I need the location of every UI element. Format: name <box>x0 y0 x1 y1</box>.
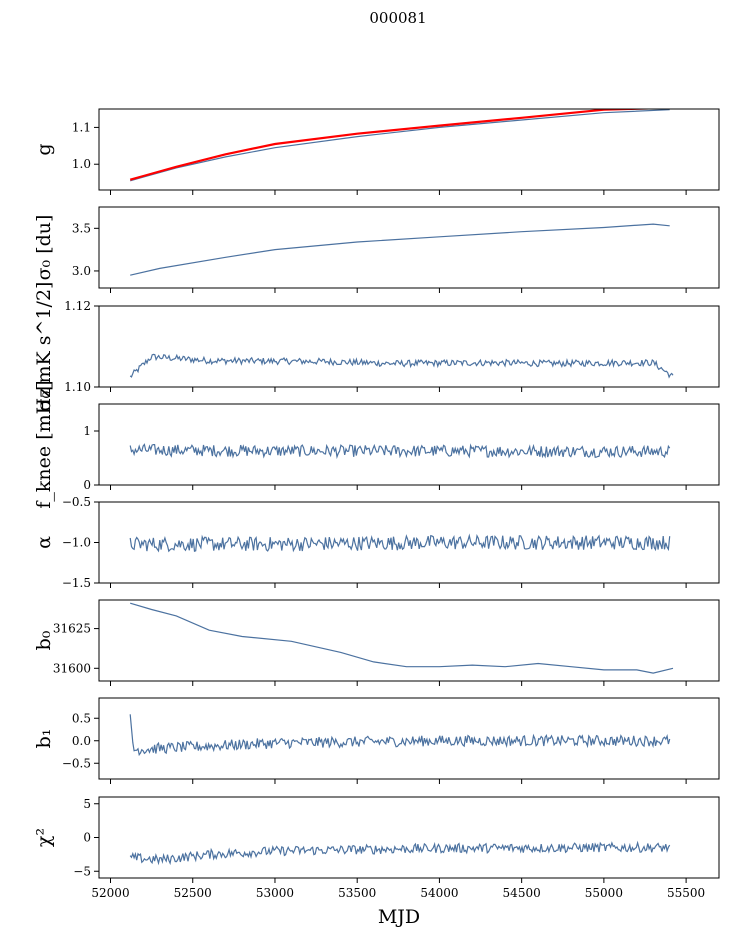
axes-frame <box>98 206 720 289</box>
y-tick-label: 3.5 <box>72 221 91 235</box>
x-tick-label: 53000 <box>256 886 294 900</box>
series-line-2 <box>129 109 654 181</box>
y-tick-label: 31600 <box>53 661 91 675</box>
x-tick-label: 54500 <box>503 886 541 900</box>
axes-frame <box>98 697 720 780</box>
panel-7: −0.5 0.0 0.5 b₁ <box>33 697 720 784</box>
y-tick-label: 5 <box>83 797 91 811</box>
y-axis-label: f_knee [mHz] <box>33 380 55 508</box>
series-line-1 <box>130 109 670 182</box>
series-line-1 <box>129 443 671 460</box>
y-axis-label: b₀ <box>33 630 55 650</box>
y-axis-label: α <box>33 536 55 549</box>
y-axis-label: g <box>33 143 55 155</box>
y-tick-label: 1.12 <box>64 299 91 313</box>
axes-frame <box>98 108 720 191</box>
y-axis-label: σ₀ [du] <box>33 215 55 281</box>
panels: 1.0 1.1 g 3.0 3.5 σ₀ [du] 1.10 1.12 σ₀[mK s^1/2]… <box>33 108 720 928</box>
x-axis-label: MJD <box>378 906 420 928</box>
y-tick-label: −5 <box>73 864 91 878</box>
series-line-1 <box>129 533 671 553</box>
axes-frame <box>98 501 720 584</box>
y-tick-label: 3.0 <box>72 264 91 278</box>
x-tick-label: 55000 <box>585 886 623 900</box>
y-tick-label: 0.0 <box>72 734 91 748</box>
y-tick-label: −0.5 <box>62 756 91 770</box>
y-tick-label: 0 <box>83 478 91 492</box>
y-axis-label: χ² <box>33 828 55 847</box>
x-tick-label: 52000 <box>91 886 129 900</box>
x-tick-label: 55500 <box>667 886 705 900</box>
series-line-1 <box>129 353 674 379</box>
y-tick-label: 0.5 <box>72 711 91 725</box>
x-tick-label: 52500 <box>174 886 212 900</box>
panel-3: 1.10 1.12 σ₀[mK s^1/2] <box>33 282 720 412</box>
x-tick-label: 53500 <box>338 886 376 900</box>
series-line-1 <box>129 840 671 866</box>
panel-2: 3.0 3.5 σ₀ [du] <box>33 206 720 293</box>
figure-title: 000081 <box>369 9 426 27</box>
y-axis-label: σ₀[mK s^1/2] <box>33 282 55 412</box>
panel-8: −5 0 5 52000 52500 53000 53500 54000 54500 55000 5… <box>33 796 720 928</box>
y-axis-label: b₁ <box>33 729 55 749</box>
y-tick-label: −1.0 <box>62 536 91 550</box>
panel-4: 0 1 f_knee [mHz] <box>33 380 720 509</box>
series-line-1 <box>130 602 674 674</box>
axes-frame <box>98 305 720 388</box>
y-tick-label: 1.1 <box>72 120 91 134</box>
y-tick-label: 1.0 <box>72 157 91 171</box>
axes-frame <box>98 796 720 879</box>
y-tick-label: 31625 <box>53 622 91 636</box>
series-line-1 <box>129 714 671 757</box>
y-tick-label: −0.5 <box>62 495 91 509</box>
panel-5: −1.5 −1.0 −0.5 α <box>33 495 720 590</box>
y-tick-label: 1 <box>83 424 91 438</box>
y-tick-label: 0 <box>83 831 91 845</box>
series-line-1 <box>130 223 670 276</box>
y-tick-label: −1.5 <box>62 576 91 590</box>
y-tick-label: 1.10 <box>64 380 91 394</box>
x-tick-label: 54000 <box>420 886 458 900</box>
axes-frame <box>98 599 720 682</box>
panel-1: 1.0 1.1 g <box>33 108 720 195</box>
axes-frame <box>98 403 720 486</box>
